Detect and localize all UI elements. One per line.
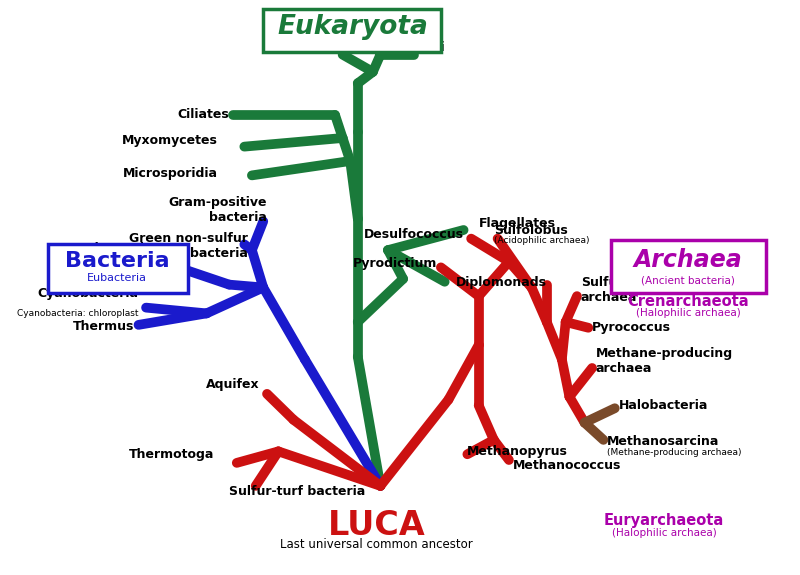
FancyBboxPatch shape: [611, 240, 766, 293]
Text: Myxomycetes: Myxomycetes: [122, 135, 218, 147]
Text: Methanosarcina: Methanosarcina: [607, 435, 719, 447]
Text: Plants: Plants: [306, 37, 350, 50]
Text: (Halophilic archaea): (Halophilic archaea): [611, 528, 716, 538]
Text: Pyrococcus: Pyrococcus: [592, 321, 671, 334]
Text: Microsporidia: Microsporidia: [123, 167, 218, 180]
Text: Mitochondria: Mitochondria: [94, 263, 154, 273]
Text: Humans: Humans: [344, 8, 402, 21]
Text: Aquifex: Aquifex: [206, 378, 259, 390]
Text: Flagellates: Flagellates: [478, 217, 556, 229]
Text: Crenarchaeota: Crenarchaeota: [627, 294, 749, 309]
Text: (Ancient bacteria): (Ancient bacteria): [641, 275, 735, 286]
Text: Methane-producing
archaea: Methane-producing archaea: [596, 347, 733, 375]
FancyBboxPatch shape: [48, 244, 188, 293]
Text: Desulfococcus: Desulfococcus: [363, 228, 463, 241]
Text: (Halophilic archaea): (Halophilic archaea): [636, 308, 741, 319]
Text: Methanococcus: Methanococcus: [513, 459, 621, 472]
Text: Cyanobacteria: Cyanobacteria: [38, 287, 138, 300]
Text: Euryarchaeota: Euryarchaeota: [604, 513, 724, 528]
Text: Animals: Animals: [345, 18, 401, 31]
Text: Cyanobacteria: chloroplast: Cyanobacteria: chloroplast: [17, 309, 138, 318]
Text: Green non-sulfur
bacteria: Green non-sulfur bacteria: [130, 232, 248, 260]
Text: Eukaryota: Eukaryota: [277, 14, 428, 40]
Text: Bacteria: Bacteria: [65, 251, 170, 271]
Text: (Acidophilic archaea): (Acidophilic archaea): [494, 236, 590, 245]
Text: Thermotoga: Thermotoga: [129, 448, 214, 461]
Text: Sulfur-turf bacteria: Sulfur-turf bacteria: [230, 485, 366, 498]
FancyBboxPatch shape: [263, 9, 441, 52]
Text: Diplomonads: Diplomonads: [456, 277, 547, 289]
Text: Proteobacteria: Proteobacteria: [49, 242, 154, 255]
Text: Last universal common ancestor: Last universal common ancestor: [280, 538, 473, 551]
Text: Eubacteria: Eubacteria: [87, 273, 147, 283]
Text: Pyrodictium: Pyrodictium: [353, 257, 437, 270]
Text: Halobacteria: Halobacteria: [618, 399, 708, 412]
Text: Gram-positive
bacteria: Gram-positive bacteria: [169, 196, 267, 224]
Text: Thermus: Thermus: [74, 320, 134, 333]
Text: Fungi: Fungi: [406, 41, 445, 53]
Text: Sulfolobus: Sulfolobus: [494, 224, 567, 236]
Text: Archaea: Archaea: [634, 248, 742, 272]
Text: Ciliates: Ciliates: [178, 109, 230, 121]
Text: (Methane-producing archaea): (Methane-producing archaea): [607, 448, 742, 457]
Text: Methanopyrus: Methanopyrus: [467, 445, 568, 458]
Text: LUCA: LUCA: [328, 509, 426, 542]
Text: Sulfur-dependent
archaea: Sulfur-dependent archaea: [581, 276, 704, 304]
